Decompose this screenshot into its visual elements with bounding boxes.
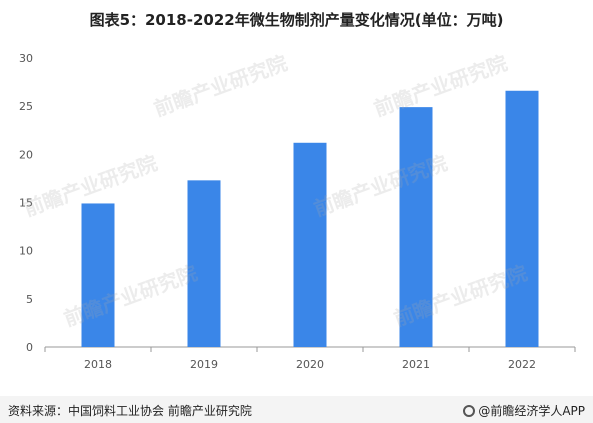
y-tick-label: 20 bbox=[19, 148, 33, 161]
bar-2018 bbox=[81, 203, 115, 347]
footer: 资料来源：中国饲料工业协会 前瞻产业研究院 @前瞻经济学人APP bbox=[0, 396, 593, 423]
x-tick-label: 2018 bbox=[84, 358, 112, 371]
bar-chart: 0 5 10 15 20 25 30 2018 2019 2020 2021 2022 bbox=[19, 52, 576, 371]
y-tick-label: 15 bbox=[19, 197, 33, 210]
y-tick-label: 0 bbox=[26, 341, 33, 354]
x-tick-label: 2020 bbox=[296, 358, 324, 371]
brand-label: @前瞻经济学人APP bbox=[478, 404, 585, 418]
bar-2022 bbox=[505, 90, 539, 348]
x-tick-label: 2022 bbox=[508, 358, 536, 371]
brand: @前瞻经济学人APP bbox=[463, 402, 585, 419]
bar-2020 bbox=[293, 142, 327, 347]
y-tick-label: 10 bbox=[19, 245, 33, 258]
y-tick-label: 30 bbox=[19, 52, 33, 65]
y-tick-label: 25 bbox=[19, 100, 33, 113]
chart-title: 图表5：2018-2022年微生物制剂产量变化情况(单位：万吨) bbox=[89, 11, 504, 29]
x-tick-label: 2019 bbox=[190, 358, 218, 371]
bar-2021 bbox=[399, 107, 433, 347]
y-tick-label: 5 bbox=[26, 293, 33, 306]
bar-2019 bbox=[187, 180, 221, 347]
x-tick-label: 2021 bbox=[402, 358, 430, 371]
source-text: 资料来源：中国饲料工业协会 前瞻产业研究院 bbox=[8, 404, 252, 418]
qianzhan-logo-icon bbox=[463, 405, 476, 417]
